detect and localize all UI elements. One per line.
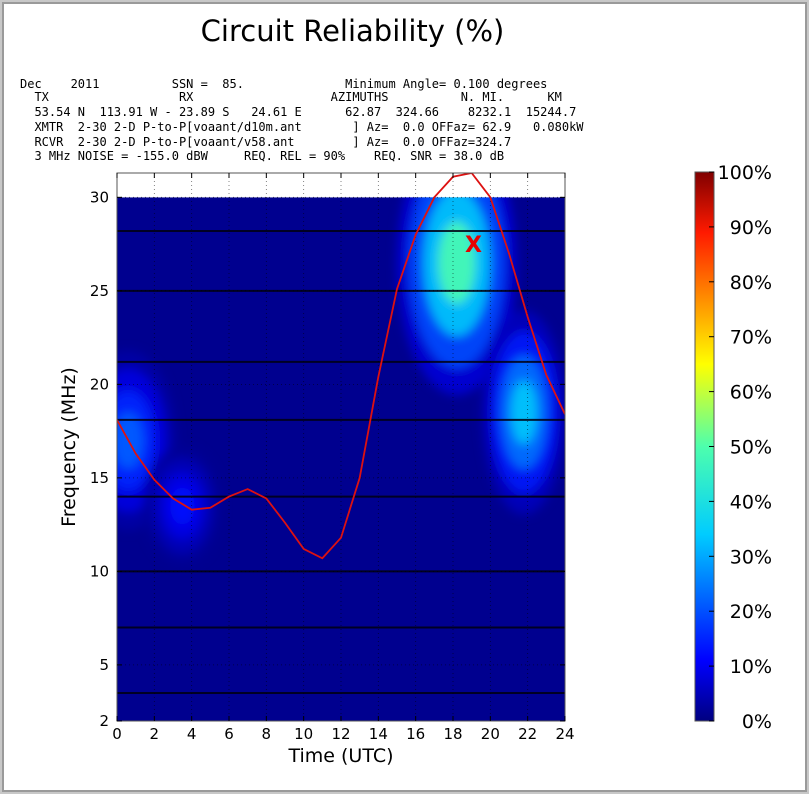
header-line-2: TX RX AZIMUTHS N. MI. KM: [20, 90, 562, 104]
x-tick-label: 16: [406, 725, 425, 743]
header-line-1: Dec 2011 SSN = 85. Minimum Angle= 0.100 …: [20, 77, 548, 91]
x-tick-label: 14: [369, 725, 388, 743]
colorbar-tick-label: 10%: [730, 656, 772, 678]
x-tick-label: 6: [224, 725, 234, 743]
header-line-5: RCVR 2-30 2-D P-to-P[voaant/v58.ant ] Az…: [20, 135, 512, 149]
colorbar-tick-label: 30%: [730, 546, 772, 568]
y-tick-label: 30: [90, 188, 109, 206]
colorbar-tick-label: 100%: [718, 162, 772, 184]
x-tick-label: 22: [518, 725, 537, 743]
colorbar-tick-label: 90%: [730, 217, 772, 239]
max-reliability-marker: X: [465, 233, 482, 258]
chart-title: Circuit Reliability (%): [200, 14, 505, 48]
x-tick-label: 12: [331, 725, 350, 743]
y-tick-label: 5: [99, 656, 109, 674]
header-line-4: XMTR 2-30 2-D P-to-P[voaant/d10m.ant ] A…: [20, 120, 584, 134]
y-tick-label: 2: [99, 712, 109, 730]
muf-series-line: [117, 173, 565, 560]
colorbar-ticks: 0% 10% 20% 30% 40% 50% 60% 70% 80% 90% 100%: [709, 162, 772, 733]
colorbar-tick-label: 0%: [742, 711, 772, 733]
x-tick-label: 8: [262, 725, 272, 743]
reliability-region-day-peak: [438, 221, 476, 304]
colorbar-tick-label: 20%: [730, 601, 772, 623]
header-line-3: 53.54 N 113.91 W - 23.89 S 24.61 E 62.87…: [20, 105, 577, 119]
x-tick-label: 20: [481, 725, 500, 743]
heatmap-layer: [117, 173, 565, 721]
colorbar-tick-label: 50%: [730, 437, 772, 459]
colorbar-tick-label: 70%: [730, 327, 772, 349]
y-tick-label: 15: [90, 469, 109, 487]
reliability-region-day-tail: [510, 380, 537, 445]
x-tick-label: 2: [150, 725, 160, 743]
colorbar-tick-label: 60%: [730, 382, 772, 404]
colorbar-tick-label: 80%: [730, 272, 772, 294]
x-tick-label: 10: [294, 725, 313, 743]
reliability-region-evening: [170, 487, 195, 525]
y-tick-label: 20: [90, 375, 109, 393]
muf-line-layer: [117, 173, 565, 560]
x-tick-label: 4: [187, 725, 197, 743]
y-axis-label: Frequency (MHz): [58, 367, 80, 527]
x-tick-label: 24: [555, 725, 574, 743]
colorbar-tick-label: 40%: [730, 491, 772, 513]
header-line-6: 3 MHz NOISE = -155.0 dBW REQ. REL = 90% …: [20, 149, 505, 163]
y-tick-label: 10: [90, 562, 109, 580]
x-tick-label: 0: [112, 725, 122, 743]
y-tick-label: 25: [90, 282, 109, 300]
x-tick-label: 18: [443, 725, 462, 743]
x-axis-label: Time (UTC): [287, 745, 393, 767]
